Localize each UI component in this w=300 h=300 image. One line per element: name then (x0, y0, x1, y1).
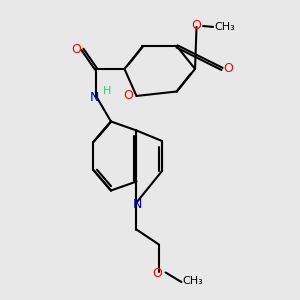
Text: CH₃: CH₃ (214, 22, 235, 32)
Text: N: N (90, 91, 99, 104)
Text: O: O (153, 268, 162, 281)
Text: O: O (71, 43, 81, 56)
Text: O: O (123, 89, 133, 103)
Text: O: O (224, 62, 234, 75)
Text: N: N (132, 198, 142, 212)
Text: H: H (103, 85, 112, 96)
Text: CH₃: CH₃ (183, 277, 203, 286)
Text: O: O (191, 19, 201, 32)
